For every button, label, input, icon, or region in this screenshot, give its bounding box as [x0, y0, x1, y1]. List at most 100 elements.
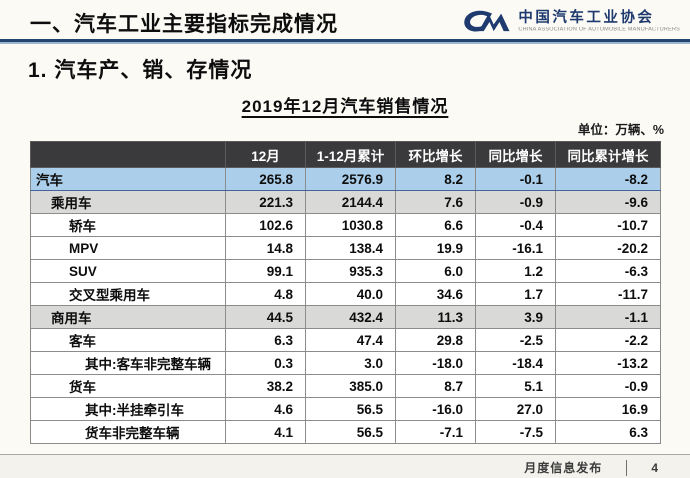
table-cell: 432.4 — [305, 305, 396, 329]
table-cell: -16.0 — [395, 397, 476, 421]
table-cell: 4.8 — [225, 282, 306, 306]
table-cell: 5.1 — [475, 374, 556, 398]
sales-table-head: 12月 1-12月累计 环比增长 同比增长 同比累计增长 — [30, 141, 661, 168]
table-cell: 6.0 — [395, 259, 476, 283]
row-label: 其中:半挂牵引车 — [30, 397, 226, 421]
row-label: 货车非完整车辆 — [30, 420, 226, 444]
column-header: 1-12月累计 — [305, 141, 396, 168]
column-header: 同比增长 — [475, 141, 556, 168]
table-cell: 29.8 — [395, 328, 476, 352]
table-cell: -20.2 — [555, 236, 661, 260]
page-number: 4 — [651, 460, 658, 475]
table-row: MPV 14.8 138.4 19.9 -16.1 -20.2 — [30, 236, 661, 260]
table-cell: -13.2 — [555, 351, 661, 375]
table-row: 客车 6.3 47.4 29.8 -2.5 -2.2 — [30, 328, 661, 352]
footer-separator — [626, 459, 628, 476]
header-divider-light — [0, 42, 690, 44]
table-cell: 11.3 — [395, 305, 476, 329]
section-title: 1. 汽车产、销、存情况 — [28, 59, 253, 82]
table-cell: 3.0 — [305, 351, 396, 375]
table-cell: -0.4 — [475, 213, 556, 237]
table-cell: 27.0 — [475, 397, 556, 421]
table-cell: 44.5 — [225, 305, 306, 329]
table-title: 2019年12月汽车销售情况 — [241, 97, 449, 116]
table-cell: 2576.9 — [305, 167, 396, 191]
table-cell: -0.1 — [475, 167, 556, 191]
table-row: 商用车 44.5 432.4 11.3 3.9 -1.1 — [30, 305, 661, 329]
row-label: 乘用车 — [30, 190, 226, 214]
table-cell: -16.1 — [475, 236, 556, 260]
footer: 月度信息发布 4 — [524, 459, 658, 476]
table-cell: 265.8 — [225, 167, 306, 191]
table-cell: -18.0 — [395, 351, 476, 375]
table-cell: 102.6 — [225, 213, 306, 237]
row-label: 货车 — [30, 374, 226, 398]
table-cell: -0.9 — [555, 374, 661, 398]
row-label: SUV — [30, 259, 226, 283]
table-cell: -9.6 — [555, 190, 661, 214]
sales-table: 12月 1-12月累计 环比增长 同比增长 同比累计增长 汽车 265.8 2576.9 8.… — [30, 141, 661, 444]
table-cell: -7.5 — [475, 420, 556, 444]
table-cell: 4.1 — [225, 420, 306, 444]
table-cell: -6.3 — [555, 259, 661, 283]
table-cell: 8.7 — [395, 374, 476, 398]
column-header: 环比增长 — [395, 141, 476, 168]
table-cell: 7.6 — [395, 190, 476, 214]
table-row: 乘用车 221.3 2144.4 7.6 -0.9 -9.6 — [30, 190, 661, 214]
table-header-row: 12月 1-12月累计 环比增长 同比增长 同比累计增长 — [30, 141, 661, 168]
table-row: 其中:半挂牵引车 4.6 56.5 -16.0 27.0 16.9 — [30, 397, 661, 421]
table-row: 其中:客车非完整车辆 0.3 3.0 -18.0 -18.4 -13.2 — [30, 351, 661, 375]
table-cell: 0.3 — [225, 351, 306, 375]
table-cell: 40.0 — [305, 282, 396, 306]
table-cell: -1.1 — [555, 305, 661, 329]
table-cell: 1030.8 — [305, 213, 396, 237]
table-cell: 99.1 — [225, 259, 306, 283]
page-title: 一、汽车工业主要指标完成情况 — [30, 13, 338, 36]
sales-table-body: 汽车 265.8 2576.9 8.2 -0.1 -8.2 乘用车 221.3 2144.4 7.… — [30, 167, 661, 444]
table-cell: 8.2 — [395, 167, 476, 191]
footer-strip — [0, 454, 690, 478]
table-cell: -7.1 — [395, 420, 476, 444]
table-cell: 47.4 — [305, 328, 396, 352]
table-cell: 34.6 — [395, 282, 476, 306]
table-cell: -2.5 — [475, 328, 556, 352]
table-row: 货车 38.2 385.0 8.7 5.1 -0.9 — [30, 374, 661, 398]
table-cell: 56.5 — [305, 397, 396, 421]
table-row: 交叉型乘用车 4.8 40.0 34.6 1.7 -11.7 — [30, 282, 661, 306]
table-cell: -8.2 — [555, 167, 661, 191]
table-cell: 16.9 — [555, 397, 661, 421]
column-header: 12月 — [225, 141, 306, 168]
table-cell: 3.9 — [475, 305, 556, 329]
table-cell: 38.2 — [225, 374, 306, 398]
row-label: 客车 — [30, 328, 226, 352]
column-header: 同比累计增长 — [555, 141, 661, 168]
row-label: 交叉型乘用车 — [30, 282, 226, 306]
table-cell: 1.2 — [475, 259, 556, 283]
caam-logo-text: 中国汽车工业协会 CHINA ASSOCIATION OF AUTOMOBILE… — [518, 10, 680, 33]
table-cell: 935.3 — [305, 259, 396, 283]
row-label: 轿车 — [30, 213, 226, 237]
table-cell: -10.7 — [555, 213, 661, 237]
column-header — [30, 141, 226, 168]
table-cell: -11.7 — [555, 282, 661, 306]
table-cell: 385.0 — [305, 374, 396, 398]
table-cell: -18.4 — [475, 351, 556, 375]
table-title-wrap: 2019年12月汽车销售情况 — [0, 92, 690, 117]
table-row: 货车非完整车辆 4.1 56.5 -7.1 -7.5 6.3 — [30, 420, 661, 444]
table-cell: 1.7 — [475, 282, 556, 306]
table-cell: 2144.4 — [305, 190, 396, 214]
caam-logo: 中国汽车工业协会 CHINA ASSOCIATION OF AUTOMOBILE… — [462, 7, 680, 37]
header-divider-navy — [0, 39, 690, 42]
row-label: 其中:客车非完整车辆 — [30, 351, 226, 375]
caam-org-name-cn: 中国汽车工业协会 — [518, 10, 655, 27]
table-cell: 138.4 — [305, 236, 396, 260]
row-label: 商用车 — [30, 305, 226, 329]
table-cell: -2.2 — [555, 328, 661, 352]
table-cell: -0.9 — [475, 190, 556, 214]
table-cell: 56.5 — [305, 420, 396, 444]
row-label: MPV — [30, 236, 226, 260]
table-cell: 14.8 — [225, 236, 306, 260]
table-cell: 4.6 — [225, 397, 306, 421]
table-row: 汽车 265.8 2576.9 8.2 -0.1 -8.2 — [30, 167, 661, 191]
